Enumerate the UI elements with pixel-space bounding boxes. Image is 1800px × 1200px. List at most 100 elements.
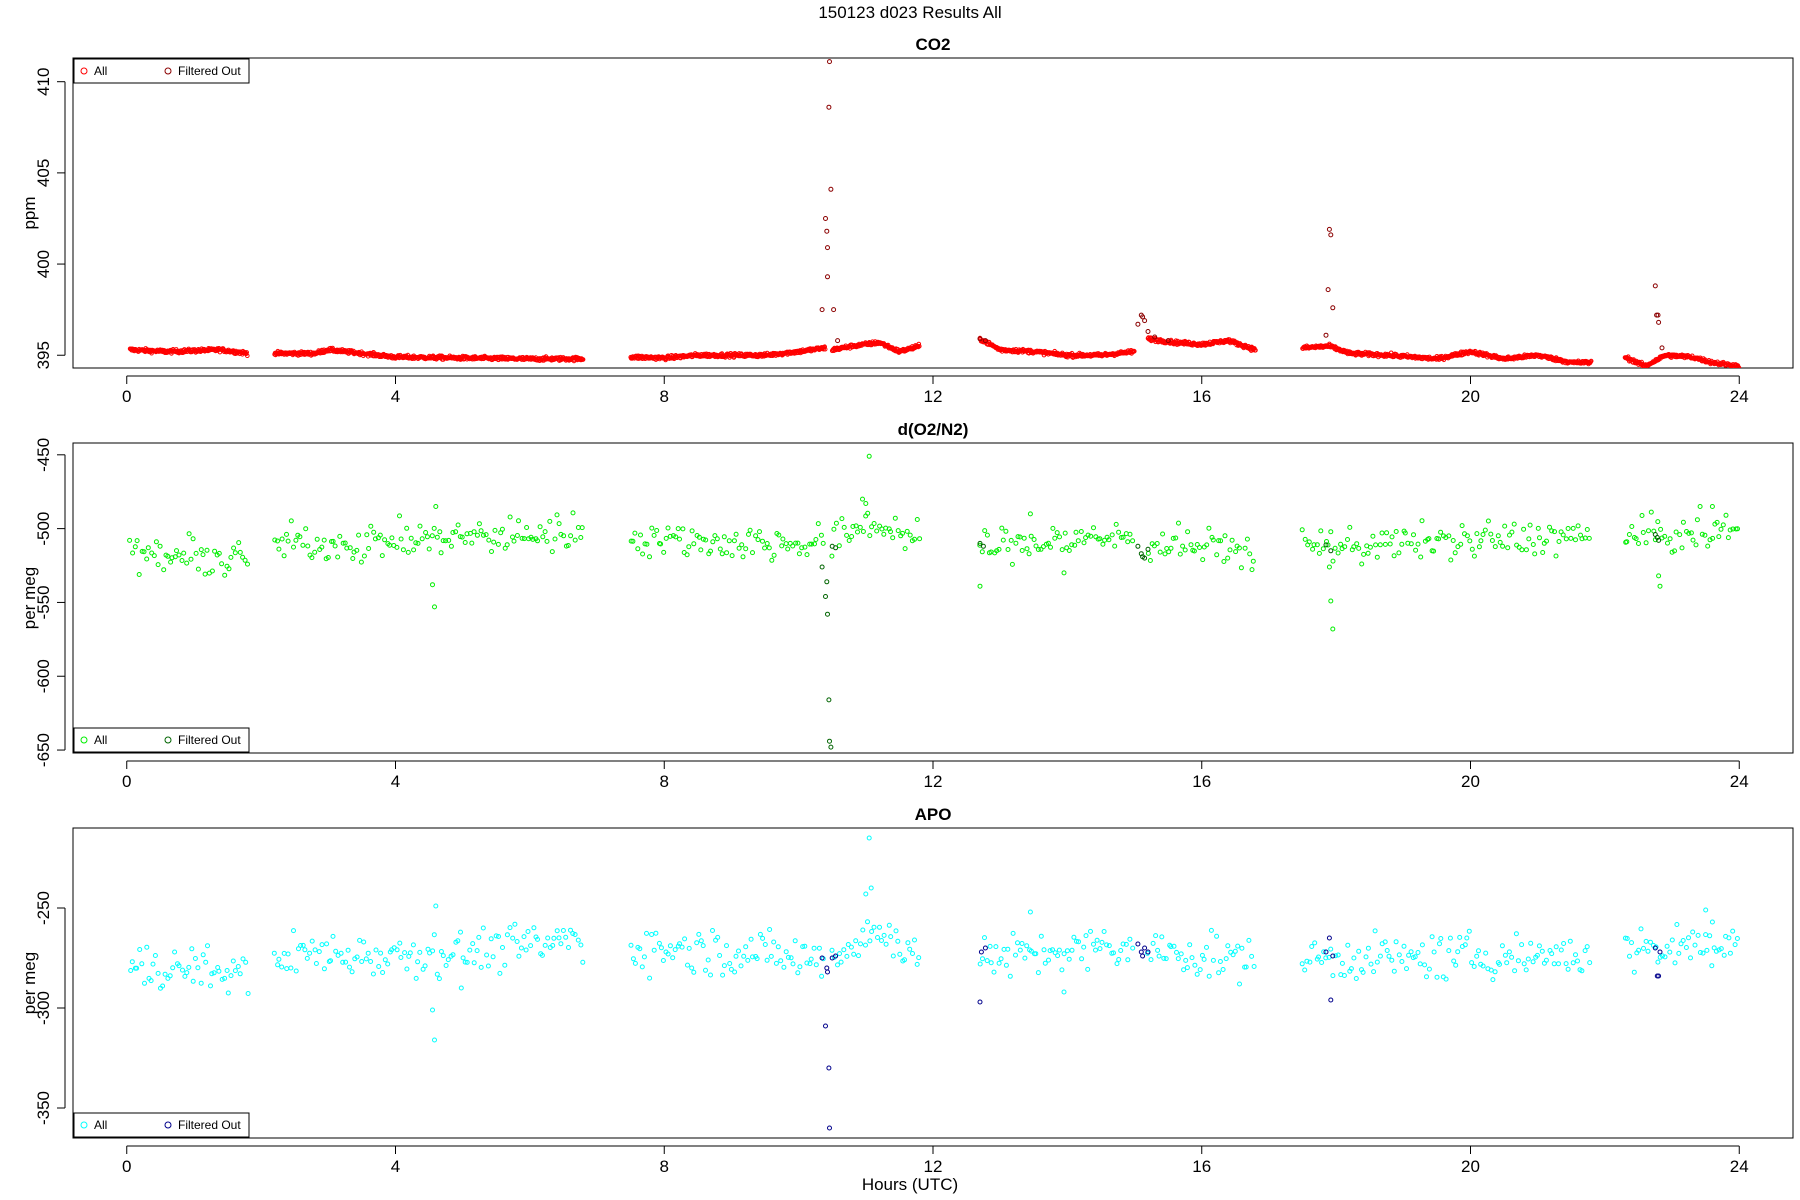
data-point [829,947,835,953]
data-point [839,516,845,522]
data-point [1553,944,1559,950]
data-point [739,542,745,548]
data-point [1506,949,1512,955]
data-point [1316,954,1321,960]
data-point [1085,966,1091,972]
data-point [1393,939,1399,945]
data-point [537,524,543,530]
data-point [160,983,166,989]
x-tick-label: 20 [1461,387,1480,406]
data-point [1243,964,1249,970]
data-point [1707,933,1713,939]
data-point [703,537,709,543]
data-point [1532,551,1538,557]
data-point [523,947,529,953]
data-point [1730,526,1736,532]
data-point [436,976,442,982]
data-point [275,962,281,968]
data-point [1359,561,1365,567]
data-point [279,536,285,542]
data-point [462,959,468,965]
data-point [1587,960,1593,966]
data-point [1249,567,1255,573]
data-point [1183,957,1189,963]
data-point [1074,938,1079,944]
data-point [1702,532,1708,538]
data-point [1406,952,1412,958]
plot-frame [72,827,1794,1139]
data-point [1217,959,1223,964]
data-point [638,532,643,538]
data-point [430,582,435,588]
data-point [1641,945,1646,951]
data-point [1333,953,1339,959]
x-axis-label: Hours (UTC) [862,1175,958,1194]
data-point [424,534,430,540]
data-point [1560,532,1566,538]
data-point [1214,552,1220,558]
data-point [1497,539,1503,545]
data-point [1323,955,1329,961]
data-point [357,937,363,943]
data-point [179,558,185,563]
data-point [365,950,371,956]
data-point [565,543,571,548]
data-point [1072,542,1078,548]
data-point [347,545,353,551]
data-point [874,528,880,534]
data-point [708,548,713,554]
data-point [514,533,520,538]
data-point [1168,545,1174,551]
data-point [632,960,638,966]
data-point [1050,525,1056,531]
data-point [875,935,880,940]
data-point [766,545,772,551]
data-point [1549,951,1555,957]
data-point [1688,530,1694,536]
data-point [748,936,754,942]
data-point [1206,973,1212,979]
data-point [833,953,839,959]
data-point [1735,526,1740,532]
data-point [1664,943,1670,949]
data-point [978,949,984,955]
data-point [1680,938,1686,943]
data-point [1038,933,1044,939]
data-point [542,529,548,535]
data-point [237,971,243,977]
data-point [1539,948,1545,954]
data-point [1629,524,1635,529]
data-point [1013,540,1019,546]
data-point [1422,962,1428,968]
data-point [1138,949,1144,955]
data-point [1523,547,1529,553]
data-point [484,952,490,958]
data-point [231,545,237,551]
data-point [1502,952,1508,958]
data-point [1177,551,1183,557]
data-point [867,938,873,944]
data-point [552,536,558,542]
data-point [1450,538,1456,543]
data-point [1528,940,1534,946]
data-point [1387,541,1393,547]
data-point [507,514,513,520]
data-point [1055,953,1061,959]
data-point [1061,951,1067,957]
data-point [869,929,875,934]
data-point [980,956,985,962]
data-point [219,976,225,982]
data-point [184,970,190,976]
data-point [890,953,896,959]
data-point [871,924,877,930]
data-point [1120,941,1126,947]
x-tick-label: 4 [391,1157,400,1176]
data-point [371,529,377,535]
data-point [1492,544,1498,550]
data-point [440,953,446,959]
data-point [1204,542,1210,548]
data-point [489,549,494,554]
data-point [129,959,135,965]
data-point [379,553,385,559]
